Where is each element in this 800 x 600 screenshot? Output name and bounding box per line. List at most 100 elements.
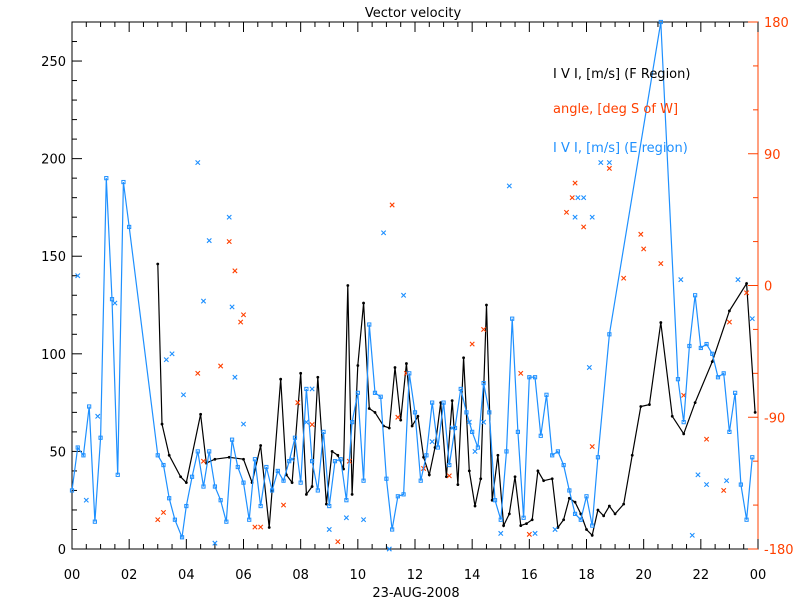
e-region-point <box>607 332 612 337</box>
e-region-point <box>184 503 189 509</box>
e-region-point <box>269 488 275 493</box>
e-region-point <box>458 386 463 392</box>
f-region-point <box>342 467 345 471</box>
f-region-point <box>373 410 377 414</box>
f-region-point <box>710 360 714 364</box>
angle-point <box>569 195 575 201</box>
e-region-point <box>247 517 252 522</box>
f-region-point <box>590 533 594 537</box>
e-region-point <box>292 435 298 440</box>
e-region-point <box>361 478 366 483</box>
e-region-scatter-point <box>195 159 201 166</box>
f-region-point <box>659 321 663 324</box>
e-region-point <box>481 380 486 386</box>
e-region-point <box>710 351 715 356</box>
e-region-point <box>681 420 686 425</box>
f-region-point <box>346 284 350 287</box>
y-tick-label: 150 <box>41 250 66 265</box>
angle-point <box>232 268 238 274</box>
e-region-scatter-point <box>206 238 212 244</box>
e-region-point <box>447 462 452 468</box>
x-tick-label: 10 <box>350 568 367 583</box>
e-region-point <box>167 496 172 501</box>
e-region-scatter-point <box>429 439 435 445</box>
f-region-point <box>745 282 748 285</box>
e-region-point <box>532 375 538 380</box>
y2-tick-label: 90 <box>764 148 781 163</box>
e-region-scatter-point <box>581 195 587 201</box>
f-region-point <box>682 432 686 436</box>
e-region-point <box>464 410 469 415</box>
angle-point <box>469 341 475 347</box>
f-region-point <box>607 504 611 508</box>
e-region-point <box>338 457 343 462</box>
angle-point <box>581 224 587 230</box>
e-region-point <box>69 488 75 493</box>
f-region-point <box>227 455 231 459</box>
e-region-point <box>441 400 446 405</box>
f-region-point <box>567 496 571 500</box>
e-region-point <box>390 527 395 532</box>
x-tick-label: 12 <box>407 568 424 583</box>
x-tick-label: 20 <box>635 568 652 583</box>
f-region-point <box>405 362 408 365</box>
f-region-point <box>613 512 617 516</box>
legend: I V I, [m/s] (F Region) angle, [deg S of… <box>553 67 690 156</box>
f-region-point <box>573 500 577 504</box>
angle-point <box>641 246 647 252</box>
f-region-point <box>433 446 437 449</box>
e-region-point <box>550 453 555 458</box>
f-region-point <box>550 477 554 481</box>
e-region-point <box>750 455 755 460</box>
e-region-point <box>229 437 235 442</box>
e-region-scatter-point <box>200 298 207 304</box>
e-region-point <box>527 375 532 380</box>
e-region-point <box>561 462 566 468</box>
e-region-point <box>179 535 185 540</box>
e-region-scatter-point <box>289 456 295 462</box>
e-region-scatter-point <box>240 421 247 427</box>
x-tick-label: 06 <box>235 568 252 583</box>
f-region-point <box>496 453 500 457</box>
e-region-point <box>733 390 738 395</box>
legend-angle: angle, [deg S of W] <box>553 102 678 117</box>
e-region-scatter-point <box>735 277 741 283</box>
e-region-scatter-point <box>575 195 581 201</box>
f-region-point <box>622 502 626 506</box>
f-region-point <box>336 453 340 457</box>
f-region-point <box>467 469 471 473</box>
e-region-scatter-point <box>112 300 118 306</box>
angle-point <box>743 290 750 296</box>
x-tick-label: 22 <box>693 568 710 583</box>
e-region-point <box>510 316 515 321</box>
e-region-point <box>595 455 601 460</box>
e-region-scatter-point <box>326 526 332 533</box>
angle-point <box>309 421 315 428</box>
angle-point <box>703 436 710 442</box>
e-region-point <box>172 517 178 522</box>
e-region-point <box>395 494 400 499</box>
angle-point <box>621 275 627 281</box>
f-region-point <box>728 309 731 313</box>
f-region-point <box>167 453 171 457</box>
e-region-point <box>121 179 126 185</box>
e-region-point <box>738 482 743 487</box>
f-region-point <box>179 475 183 479</box>
e-region-point <box>155 453 160 458</box>
f-region-point <box>299 371 303 375</box>
e-region-point <box>275 468 280 474</box>
f-region-point <box>304 492 308 496</box>
angle-point <box>518 370 524 376</box>
f-region-point <box>393 366 397 369</box>
f-region-point <box>507 512 511 516</box>
e-region-point <box>344 498 349 503</box>
f-region-point <box>310 485 314 488</box>
angle-point <box>200 458 207 464</box>
e-region-point <box>252 457 258 462</box>
e-region-point <box>430 400 435 405</box>
angle-point <box>258 524 264 530</box>
e-region-point <box>412 410 418 415</box>
angle-point <box>563 209 570 215</box>
angle-point <box>589 443 595 450</box>
